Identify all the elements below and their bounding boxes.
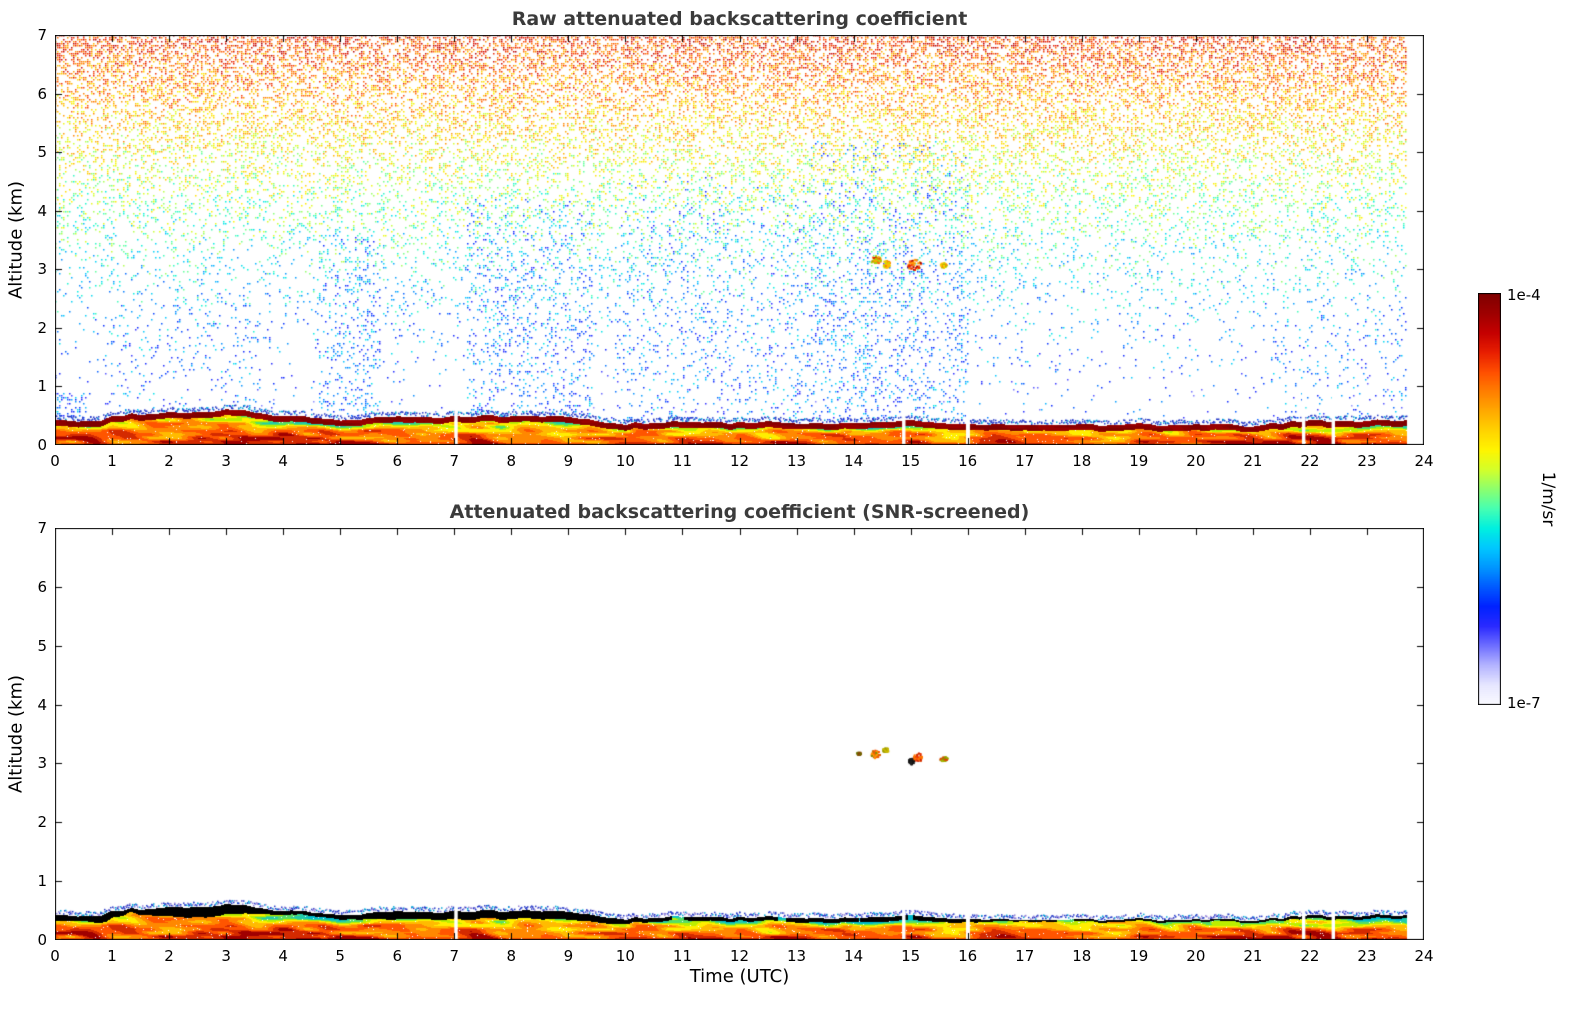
x-tick-label: 2 (164, 452, 174, 470)
panel-screened-ylabel: Altitude (km) (5, 674, 27, 794)
colorbar-max-label: 1e-4 (1507, 286, 1541, 304)
x-tick-label: 0 (50, 947, 60, 965)
x-tick-label: 16 (958, 947, 978, 965)
x-tick-label: 1 (107, 452, 117, 470)
x-tick-label: 23 (1357, 452, 1377, 470)
x-tick-label: 4 (278, 947, 288, 965)
y-tick-label: 4 (37, 201, 47, 220)
x-tick-label: 9 (563, 947, 574, 965)
x-tick-label: 6 (392, 947, 403, 965)
x-tick-label: 16 (958, 452, 978, 470)
x-tick-label: 11 (672, 947, 692, 965)
y-tick-label: 3 (37, 754, 47, 773)
x-tick-label: 0 (50, 452, 60, 470)
x-tick-label: 4 (278, 452, 288, 470)
x-tick-label: 18 (1072, 452, 1092, 470)
y-tick-label: 0 (37, 436, 47, 454)
x-tick-label: 6 (392, 452, 403, 470)
x-tick-label: 7 (449, 452, 460, 470)
x-tick-label: 15 (901, 452, 921, 470)
colorbar-gradient (1478, 293, 1501, 705)
x-tick-label: 7 (449, 947, 460, 965)
x-tick-label: 22 (1300, 452, 1320, 470)
x-tick-label: 8 (506, 452, 517, 470)
panel-raw-ylabel: Altitude (km) (5, 180, 27, 300)
y-tick-label: 2 (37, 813, 47, 832)
y-tick-label: 1 (37, 377, 47, 396)
x-tick-label: 8 (506, 947, 517, 965)
colorbar-units-label: 1/m/sr (1538, 471, 1558, 527)
x-tick-label: 20 (1186, 452, 1206, 470)
x-tick-label: 10 (615, 947, 635, 965)
x-tick-label: 1 (107, 947, 117, 965)
x-tick-label: 19 (1129, 452, 1149, 470)
x-tick-label: 20 (1186, 947, 1206, 965)
y-tick-label: 1 (37, 872, 47, 891)
y-tick-label: 5 (37, 636, 47, 655)
x-tick-label: 23 (1357, 947, 1377, 965)
raw-heatmap-canvas (55, 35, 1424, 445)
x-tick-label: 14 (844, 947, 864, 965)
x-tick-label: 12 (729, 452, 750, 470)
x-tick-label: 11 (672, 452, 692, 470)
y-tick-label: 5 (37, 143, 47, 162)
y-tick-label: 2 (37, 318, 47, 337)
x-tick-label: 10 (615, 452, 635, 470)
x-tick-label: 5 (335, 452, 345, 470)
y-tick-label: 7 (37, 519, 47, 537)
y-tick-label: 4 (37, 695, 47, 714)
x-tick-label: 13 (786, 947, 807, 965)
panel-raw-title: Raw attenuated backscattering coefficien… (511, 8, 968, 30)
x-axis-label: Time (UTC) (689, 966, 790, 987)
colorbar-min-label: 1e-7 (1507, 694, 1541, 712)
x-tick-label: 22 (1300, 947, 1320, 965)
x-tick-label: 3 (221, 947, 231, 965)
x-tick-label: 21 (1243, 452, 1263, 470)
y-tick-label: 0 (37, 931, 47, 949)
x-tick-label: 18 (1072, 947, 1092, 965)
x-tick-label: 14 (844, 452, 864, 470)
y-tick-label: 6 (37, 84, 47, 103)
y-tick-label: 7 (37, 26, 47, 44)
x-tick-label: 5 (335, 947, 345, 965)
x-tick-label: 3 (221, 452, 231, 470)
x-tick-label: 17 (1015, 947, 1035, 965)
x-tick-label: 2 (164, 947, 174, 965)
y-tick-label: 3 (37, 260, 47, 279)
panel-screened-title: Attenuated backscattering coefficient (S… (449, 501, 1030, 523)
x-tick-label: 9 (563, 452, 574, 470)
x-tick-label: 17 (1015, 452, 1035, 470)
x-tick-label: 12 (729, 947, 750, 965)
x-tick-label: 24 (1414, 452, 1434, 470)
screened-heatmap-canvas (55, 528, 1424, 940)
x-tick-label: 13 (786, 452, 807, 470)
x-tick-label: 21 (1243, 947, 1263, 965)
y-tick-label: 6 (37, 577, 47, 596)
x-tick-label: 15 (901, 947, 921, 965)
x-tick-label: 24 (1414, 947, 1434, 965)
x-tick-label: 19 (1129, 947, 1149, 965)
